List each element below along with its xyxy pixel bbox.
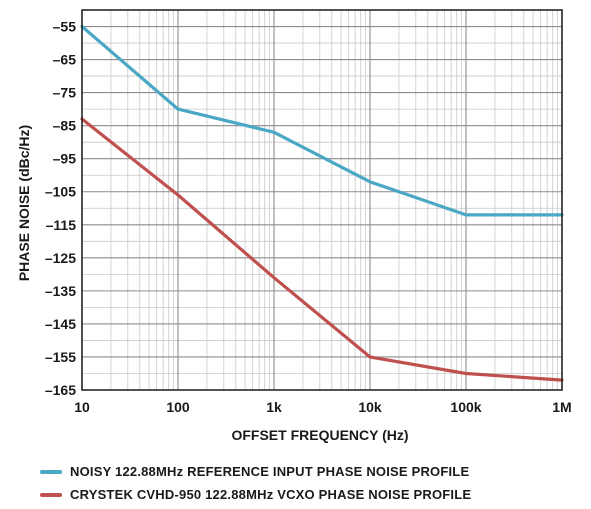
x-axis-label: OFFSET FREQUENCY (Hz): [231, 427, 408, 443]
y-tick-label: –145: [45, 316, 76, 332]
x-tick-label: 100: [166, 399, 190, 415]
y-tick-label: –105: [45, 184, 76, 200]
y-tick-label: –125: [45, 250, 76, 266]
y-tick-label: –135: [45, 283, 76, 299]
phase-noise-chart: –55 –65 –75 –85 –95 –105 –115 –125 –135 –145 –155 –…: [16, 9, 572, 443]
series-line-2: [80, 117, 564, 382]
legend-swatch-vcxo: [40, 492, 62, 497]
y-tick-label: –165: [45, 382, 76, 398]
x-tick-label: 100k: [450, 399, 481, 415]
y-tick-labels: –55 –65 –75 –85 –95 –105 –115 –125 –135 –145 –155 –…: [45, 19, 76, 398]
series-line-1: [80, 24, 564, 217]
y-axis-label: PHASE NOISE (dBc/Hz): [16, 125, 32, 281]
major-grid: [81, 10, 563, 391]
y-tick-label: –75: [53, 85, 77, 101]
x-tick-label: 1M: [552, 399, 571, 415]
legend-item-reference: NOISY 122.88MHz REFERENCE INPUT PHASE NO…: [40, 463, 469, 479]
x-tick-label: 1k: [266, 399, 282, 415]
legend-swatch-reference: [40, 469, 62, 474]
y-tick-label: –95: [53, 151, 77, 167]
plot-frame: [81, 9, 563, 391]
y-tick-label: –85: [53, 118, 77, 134]
y-tick-label: –155: [45, 349, 76, 365]
x-tick-label: 10k: [358, 399, 382, 415]
y-tick-label: –65: [53, 52, 77, 68]
legend-item-vcxo: CRYSTEK CVHD-950 122.88MHz VCXO PHASE NO…: [40, 486, 471, 502]
y-tick-label: –115: [46, 217, 77, 233]
series-layer: [80, 24, 564, 382]
legend-label-reference: NOISY 122.88MHz REFERENCE INPUT PHASE NO…: [70, 464, 470, 480]
minor-grid: [82, 10, 562, 390]
x-tick-label: 10: [74, 399, 90, 415]
legend-label-vcxo: CRYSTEK CVHD-950 122.88MHz VCXO PHASE NO…: [70, 487, 472, 503]
y-tick-label: –55: [53, 19, 77, 35]
x-tick-labels: 10 100 1k 10k 100k 1M: [74, 399, 572, 415]
